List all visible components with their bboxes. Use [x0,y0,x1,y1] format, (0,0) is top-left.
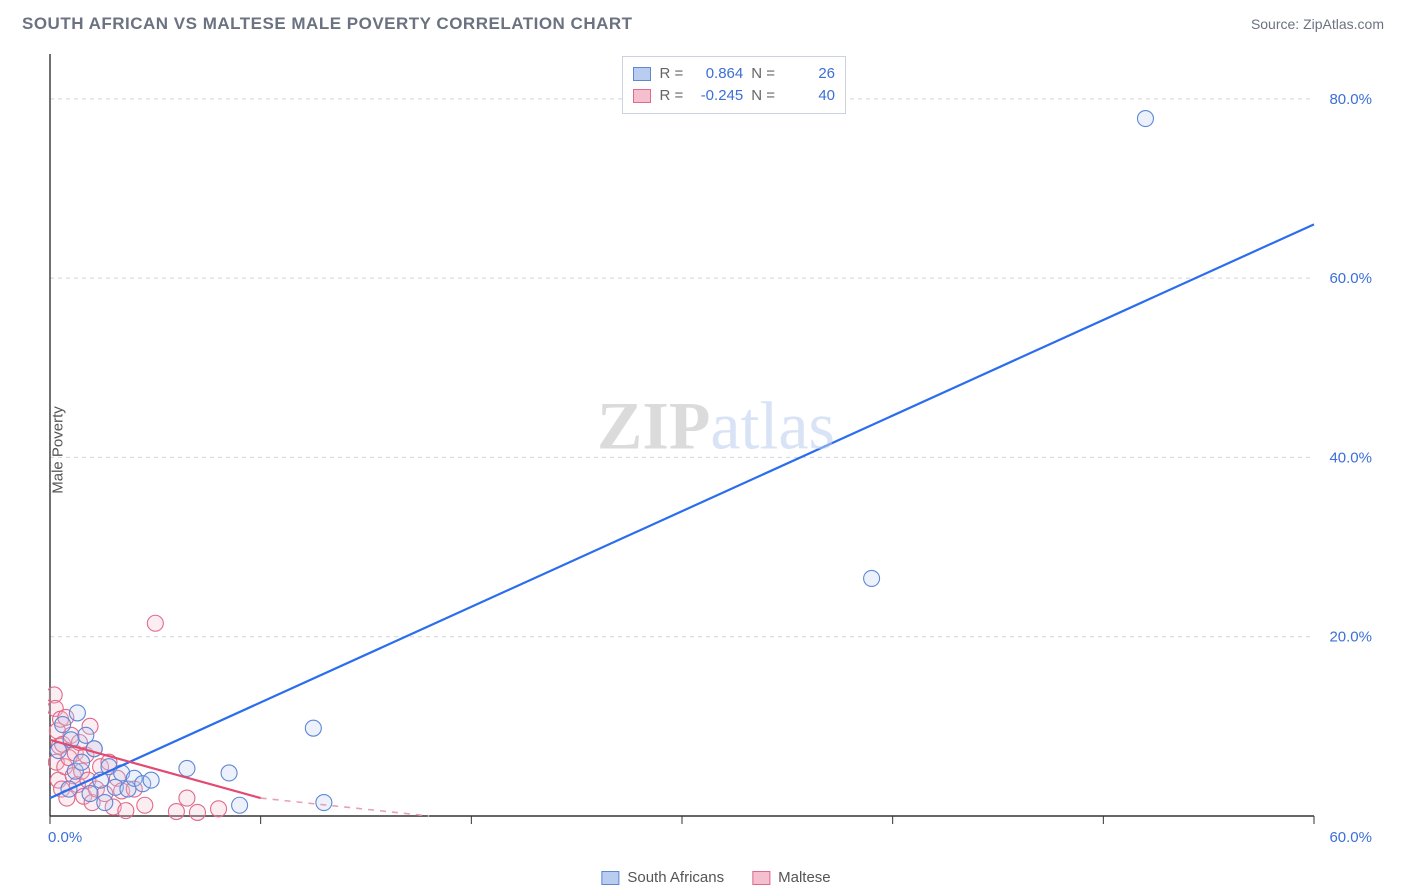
source-label: Source: [1251,16,1299,32]
scatter-plot-svg: 20.0% 40.0% 60.0% 80.0% 0.0% 60.0% [48,50,1384,850]
svg-text:60.0%: 60.0% [1329,829,1372,846]
source-link[interactable]: ZipAtlas.com [1303,16,1384,32]
series-label-1: Maltese [778,869,831,886]
svg-text:40.0%: 40.0% [1329,449,1372,466]
svg-text:0.0%: 0.0% [48,829,82,846]
svg-text:60.0%: 60.0% [1329,270,1372,287]
svg-text:80.0%: 80.0% [1329,91,1372,108]
r-label-0: R = [659,63,683,85]
series-legend-item-1: Maltese [752,869,831,886]
series-swatch-0 [601,871,619,885]
n-label-1: N = [751,85,775,107]
chart-title: SOUTH AFRICAN VS MALTESE MALE POVERTY CO… [22,14,633,34]
r-value-1: -0.245 [691,85,743,107]
correlation-row-0: R = 0.864 N = 26 [633,63,835,85]
y-axis-label: Male Poverty [49,406,66,494]
series-legend: South Africans Maltese [601,869,830,886]
svg-text:20.0%: 20.0% [1329,629,1372,646]
series-swatch-1 [752,871,770,885]
plot-area: Male Poverty ZIPatlas 20.0%40.0%60.0%80.… [48,50,1384,850]
r-label-1: R = [659,85,683,107]
source-attribution: Source: ZipAtlas.com [1251,16,1384,32]
legend-swatch-1 [633,89,651,103]
correlation-row-1: R = -0.245 N = 40 [633,85,835,107]
header-row: SOUTH AFRICAN VS MALTESE MALE POVERTY CO… [0,0,1406,42]
n-value-0: 26 [783,63,835,85]
n-label-0: N = [751,63,775,85]
series-label-0: South Africans [627,869,724,886]
legend-swatch-0 [633,67,651,81]
correlation-legend: R = 0.864 N = 26 R = -0.245 N = 40 [622,56,846,114]
r-value-0: 0.864 [691,63,743,85]
n-value-1: 40 [783,85,835,107]
series-legend-item-0: South Africans [601,869,724,886]
